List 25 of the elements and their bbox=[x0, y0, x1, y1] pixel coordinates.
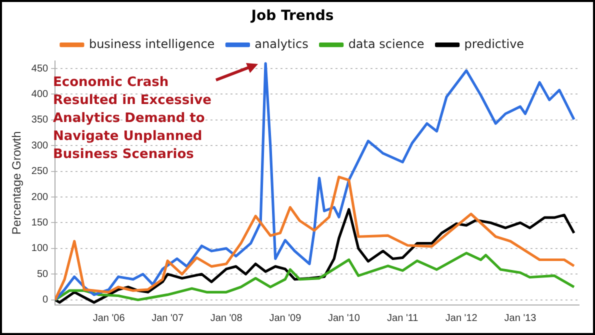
x-tick-label: Jan '07 bbox=[152, 312, 184, 324]
x-tick-label: Jan '12 bbox=[445, 312, 478, 324]
x-tick-label: Jan '13 bbox=[504, 312, 537, 324]
annotation: Economic Crash Resulted in Excessive Analytics Demand to Navigate Unplanned Business Scenarios bbox=[53, 74, 212, 164]
chart-title: Job Trends bbox=[250, 8, 334, 24]
y-tick-label: 200 bbox=[31, 192, 49, 203]
y-tick-label: 350 bbox=[31, 114, 49, 126]
x-tick-label: Jan '10 bbox=[328, 312, 360, 324]
legend-label: business intelligence bbox=[88, 36, 215, 51]
y-tick-label: 0 bbox=[42, 294, 49, 306]
x-tick-label: Jan '09 bbox=[269, 312, 302, 324]
legend-label: data science bbox=[348, 36, 424, 51]
y-tick-label: 450 bbox=[31, 63, 49, 74]
y-tick-label: 400 bbox=[31, 88, 49, 100]
legend-label: analytics bbox=[254, 36, 308, 51]
y-tick-label: 150 bbox=[31, 217, 49, 228]
y-tick-label: 300 bbox=[31, 140, 49, 152]
x-tick-label: Jan '06 bbox=[92, 312, 126, 324]
y-axis-title: Percentage Growth bbox=[10, 131, 24, 235]
y-tick-label: 50 bbox=[36, 268, 49, 280]
x-tick-label: Jan '08 bbox=[210, 312, 243, 324]
y-tick-label: 100 bbox=[31, 243, 49, 254]
y-tick-label: 250 bbox=[31, 166, 49, 178]
x-tick-label: Jan '11 bbox=[387, 312, 419, 324]
legend-label: predictive bbox=[464, 36, 524, 51]
